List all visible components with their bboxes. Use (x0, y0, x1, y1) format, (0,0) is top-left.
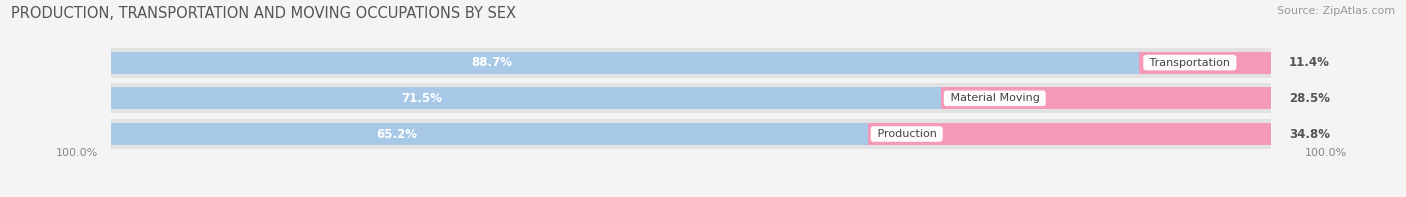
Text: 71.5%: 71.5% (402, 92, 443, 105)
Text: Material Moving: Material Moving (946, 93, 1043, 103)
Bar (111, 52, 1140, 74)
Text: Production: Production (873, 129, 939, 139)
Bar (941, 87, 1271, 109)
Text: 100.0%: 100.0% (1305, 148, 1347, 158)
Bar (111, 123, 868, 145)
Text: Transportation: Transportation (1146, 58, 1233, 68)
Text: 100.0%: 100.0% (56, 148, 98, 158)
Text: 65.2%: 65.2% (377, 127, 418, 140)
Text: 34.8%: 34.8% (1289, 127, 1330, 140)
Bar (111, 48, 1271, 78)
Text: 28.5%: 28.5% (1289, 92, 1330, 105)
Bar (111, 87, 941, 109)
Text: 88.7%: 88.7% (471, 56, 513, 69)
Text: 11.4%: 11.4% (1289, 56, 1330, 69)
Text: PRODUCTION, TRANSPORTATION AND MOVING OCCUPATIONS BY SEX: PRODUCTION, TRANSPORTATION AND MOVING OC… (11, 6, 516, 21)
Bar (868, 123, 1271, 145)
Text: Source: ZipAtlas.com: Source: ZipAtlas.com (1277, 6, 1395, 16)
Bar (111, 119, 1271, 149)
Bar (111, 83, 1271, 113)
Bar (1139, 52, 1271, 74)
